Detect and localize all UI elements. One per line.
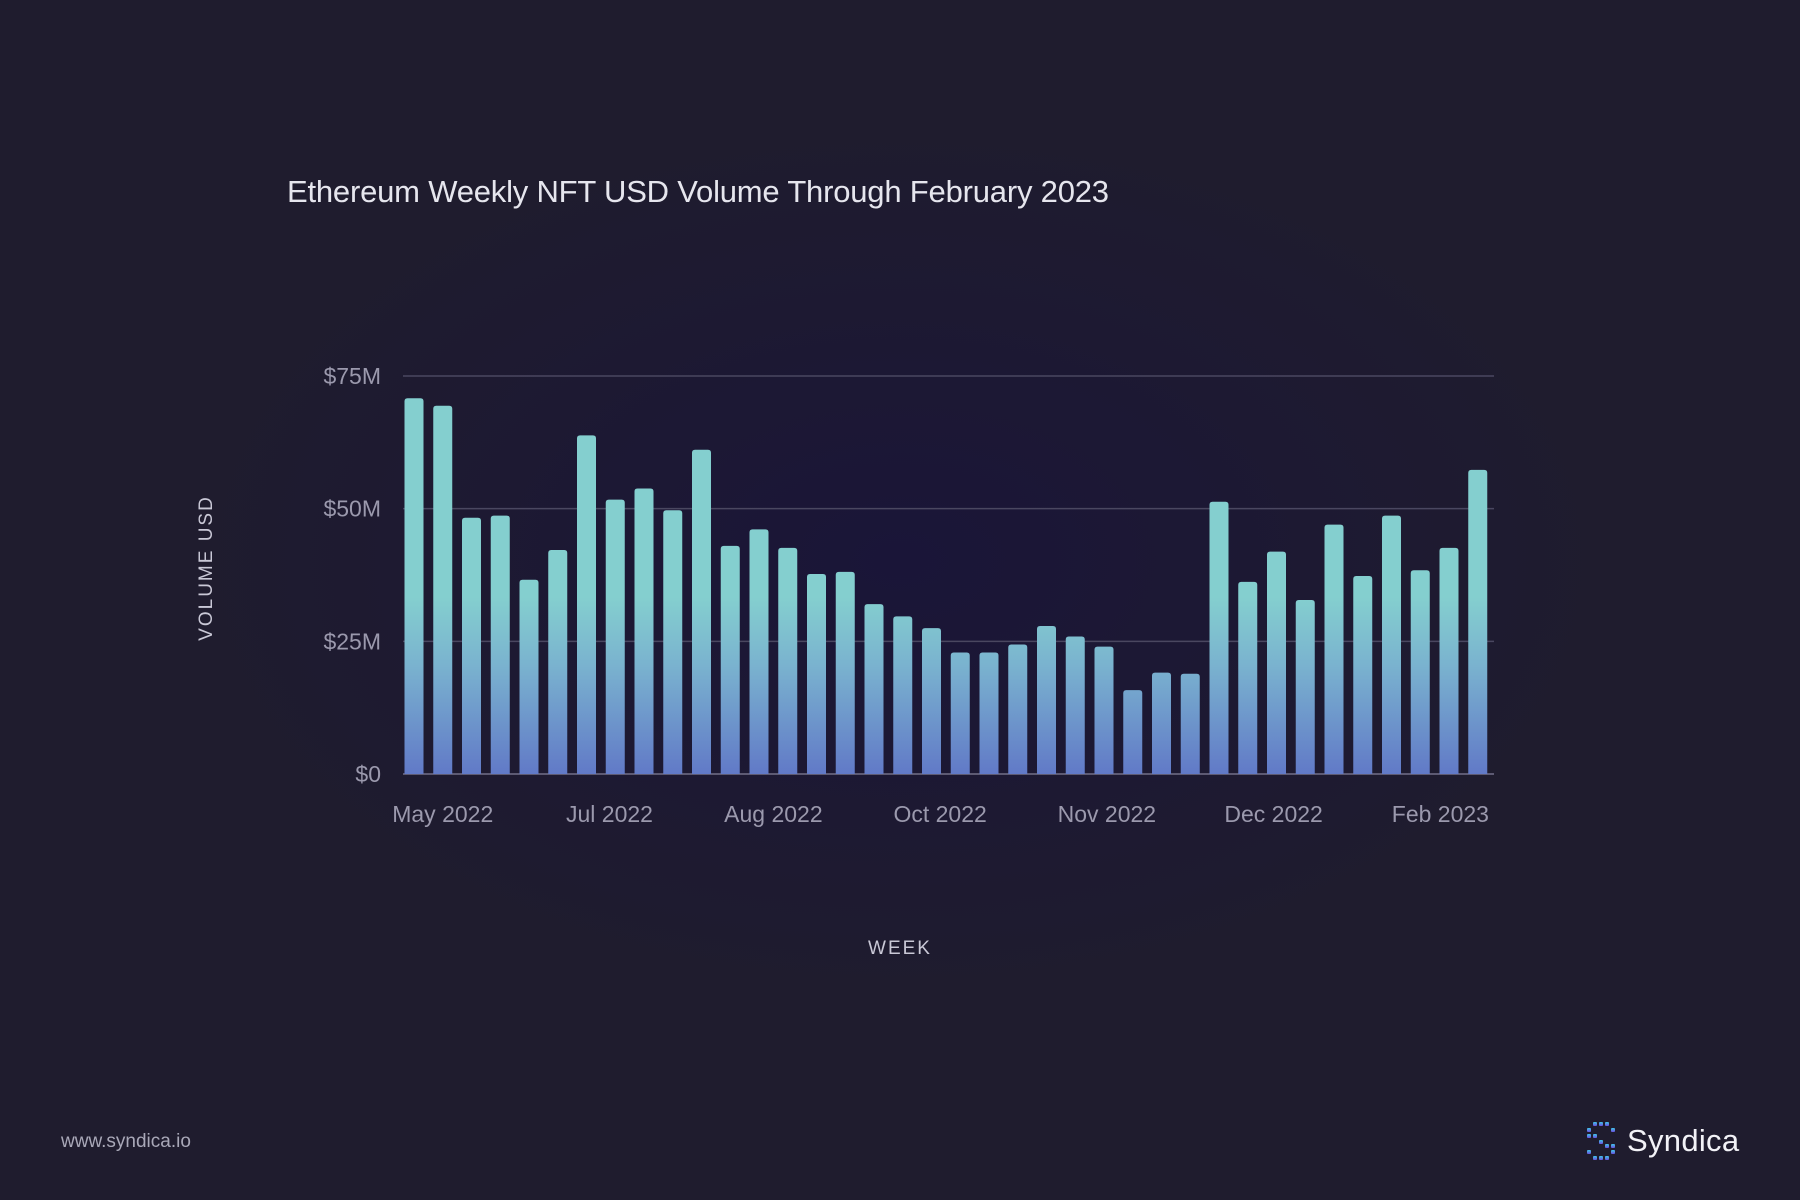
bar-18 <box>922 628 941 774</box>
bar-15 <box>835 571 855 774</box>
bar-13 <box>778 547 798 774</box>
bar-21 <box>1008 644 1028 774</box>
bar-1 <box>433 405 453 774</box>
bar-30 <box>1267 551 1286 774</box>
bar-22 <box>1037 625 1056 774</box>
bar-16 <box>864 604 884 774</box>
y-axis-title: VOLUME USD <box>196 495 217 641</box>
bar-3 <box>490 515 510 774</box>
y-tick-label-2: $50M <box>323 496 381 522</box>
y-axis-ticks: $0 $25M $50M $75M <box>323 363 381 787</box>
y-tick-label-0: $0 <box>355 761 381 787</box>
y-tick-label-1: $25M <box>323 628 381 654</box>
bar-10 <box>692 449 711 774</box>
bar-19 <box>950 652 970 774</box>
bar-33 <box>1353 576 1373 774</box>
x-tick-label-2: Aug 2022 <box>724 801 822 827</box>
x-tick-label-3: Oct 2022 <box>893 801 986 827</box>
y-tick-label-3: $75M <box>323 363 381 389</box>
chart-title: Ethereum Weekly NFT USD Volume Through F… <box>287 174 1109 209</box>
bar-36 <box>1439 547 1459 774</box>
footer-url: www.syndica.io <box>61 1131 191 1152</box>
bar-0 <box>404 398 424 774</box>
brand-name: Syndica <box>1627 1123 1740 1158</box>
bar-34 <box>1382 515 1401 774</box>
bar-27 <box>1180 673 1200 774</box>
bar-4 <box>519 579 539 774</box>
syndica-logo-icon <box>1587 1122 1615 1160</box>
bar-29 <box>1238 581 1258 774</box>
bar-11 <box>720 545 740 774</box>
bars <box>404 398 1488 774</box>
bar-8 <box>634 488 654 774</box>
x-tick-label-0: May 2022 <box>392 801 493 827</box>
bar-25 <box>1123 690 1143 774</box>
brand: Syndica <box>1585 1120 1739 1162</box>
bar-26 <box>1152 672 1171 774</box>
bar-9 <box>663 510 683 774</box>
bar-12 <box>749 529 769 774</box>
bar-35 <box>1410 570 1430 774</box>
x-tick-label-4: Nov 2022 <box>1058 801 1156 827</box>
bar-5 <box>548 550 568 774</box>
x-tick-label-5: Dec 2022 <box>1224 801 1322 827</box>
bar-2 <box>462 517 481 774</box>
x-axis-ticks: May 2022 Jul 2022 Aug 2022 Oct 2022 Nov 2022… <box>392 801 1489 827</box>
bar-28 <box>1209 501 1229 774</box>
bar-20 <box>979 652 999 774</box>
bar-14 <box>807 573 826 774</box>
bar-37 <box>1468 469 1488 774</box>
bar-23 <box>1065 636 1085 774</box>
x-axis-title: WEEK <box>868 938 932 959</box>
bar-17 <box>893 616 913 774</box>
bar-7 <box>605 499 625 774</box>
x-tick-label-6: Feb 2023 <box>1392 801 1489 827</box>
bar-24 <box>1094 646 1114 774</box>
bar-6 <box>577 435 596 774</box>
bar-31 <box>1295 599 1315 774</box>
bar-32 <box>1324 524 1344 774</box>
x-tick-label-1: Jul 2022 <box>566 801 653 827</box>
